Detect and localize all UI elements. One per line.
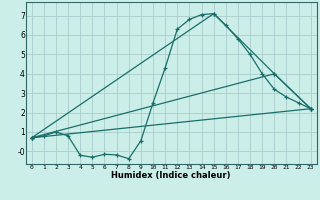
X-axis label: Humidex (Indice chaleur): Humidex (Indice chaleur) <box>111 171 231 180</box>
